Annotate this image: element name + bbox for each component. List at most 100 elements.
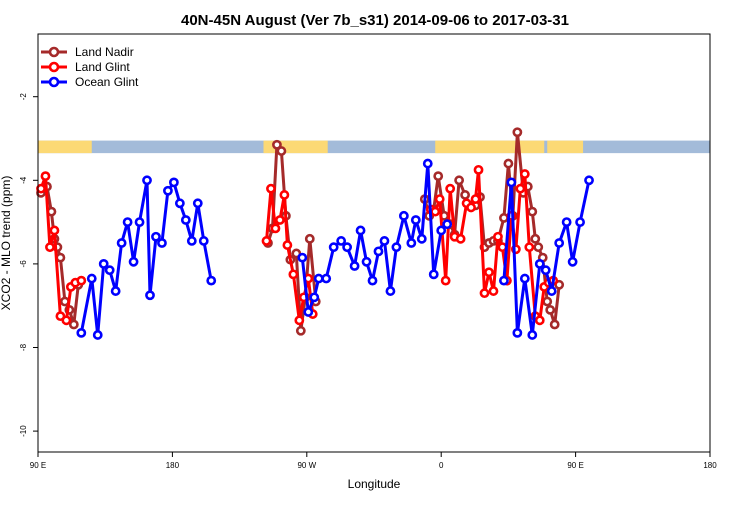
data-point	[266, 183, 276, 194]
data-point	[554, 238, 565, 248]
data-point	[355, 225, 366, 236]
data-point	[575, 217, 585, 227]
data-point	[40, 171, 51, 182]
legend-marker	[48, 76, 60, 88]
data-point	[180, 215, 191, 225]
data-point	[534, 315, 545, 326]
x-tick-label: 90 W	[297, 461, 316, 470]
data-point	[527, 330, 538, 340]
data-point	[328, 242, 339, 253]
y-axis-label: XCO2 - MLO trend (ppm)	[0, 176, 13, 311]
data-point	[473, 164, 484, 175]
data-point	[515, 183, 526, 194]
data-point	[479, 288, 490, 299]
data-point	[270, 223, 281, 234]
data-point	[484, 267, 494, 278]
data-point	[499, 275, 509, 286]
x-axis-label: Longitude	[348, 477, 401, 491]
data-point	[455, 233, 466, 244]
legend-label: Ocean Glint	[75, 75, 139, 89]
data-point	[454, 175, 465, 186]
x-tick-label: 90 E	[30, 461, 46, 470]
data-point	[104, 265, 115, 276]
data-point	[279, 190, 290, 200]
data-point	[533, 242, 544, 253]
data-point	[349, 261, 360, 271]
data-point	[261, 236, 272, 246]
legend-item: Ocean Glint	[41, 75, 139, 89]
land-mask-strip	[38, 140, 710, 154]
data-point	[527, 206, 538, 217]
data-point	[445, 183, 456, 194]
data-point	[422, 158, 433, 169]
data-point	[436, 225, 447, 236]
data-point	[385, 286, 396, 296]
series-layer	[36, 127, 594, 340]
data-point	[391, 242, 402, 253]
data-point	[433, 171, 444, 182]
data-point	[309, 292, 320, 303]
data-point	[434, 194, 445, 205]
data-point	[519, 273, 530, 284]
y-tick-label: -2	[19, 93, 28, 101]
data-point	[142, 175, 152, 186]
land-segment	[547, 140, 584, 154]
data-point	[122, 217, 133, 227]
legend-marker	[48, 61, 60, 73]
data-point	[534, 258, 545, 269]
data-point	[488, 286, 499, 296]
data-point	[304, 233, 315, 244]
y-tick-label: -8	[19, 343, 28, 351]
series-line	[39, 185, 80, 326]
data-point	[272, 139, 282, 150]
data-point	[163, 185, 173, 196]
y-tick-label: -4	[19, 176, 28, 184]
data-point	[45, 242, 55, 253]
data-point	[275, 215, 285, 225]
legend-label: Land Glint	[75, 60, 130, 74]
land-segment	[38, 140, 92, 154]
data-point	[416, 233, 427, 244]
data-point	[168, 177, 179, 188]
data-point	[542, 296, 553, 307]
data-point	[145, 290, 155, 301]
data-point	[116, 238, 127, 248]
x-tick-label: 180	[166, 461, 180, 470]
data-point	[361, 256, 372, 267]
data-point	[206, 275, 217, 286]
data-point	[460, 190, 470, 200]
data-point	[313, 273, 324, 284]
data-point	[174, 198, 185, 209]
legend-item: Land Glint	[41, 60, 130, 74]
data-point	[128, 256, 139, 267]
data-point	[512, 127, 523, 138]
data-point	[499, 213, 509, 223]
series-land-nadir	[36, 127, 565, 336]
series-land-glint	[36, 164, 559, 326]
data-point	[398, 210, 409, 221]
data-point	[92, 330, 103, 340]
data-point	[546, 286, 557, 296]
data-point	[36, 183, 46, 194]
data-point	[342, 242, 353, 253]
plot-frame	[37, 33, 711, 453]
y-tick-label: -6	[19, 260, 28, 268]
data-point	[321, 273, 332, 284]
data-point	[373, 246, 384, 257]
data-point	[440, 275, 451, 286]
data-point	[157, 238, 167, 248]
data-point	[506, 177, 517, 188]
data-point	[503, 158, 514, 169]
data-point	[282, 240, 293, 250]
data-point	[151, 231, 161, 242]
y-tick-label: -10	[19, 425, 28, 437]
legend-label: Land Nadir	[75, 45, 134, 59]
series-line	[79, 178, 213, 337]
data-point	[466, 202, 476, 213]
data-point	[367, 275, 378, 286]
data-point	[76, 275, 87, 286]
data-point	[49, 225, 60, 236]
data-point	[379, 236, 390, 246]
data-point	[198, 236, 209, 246]
